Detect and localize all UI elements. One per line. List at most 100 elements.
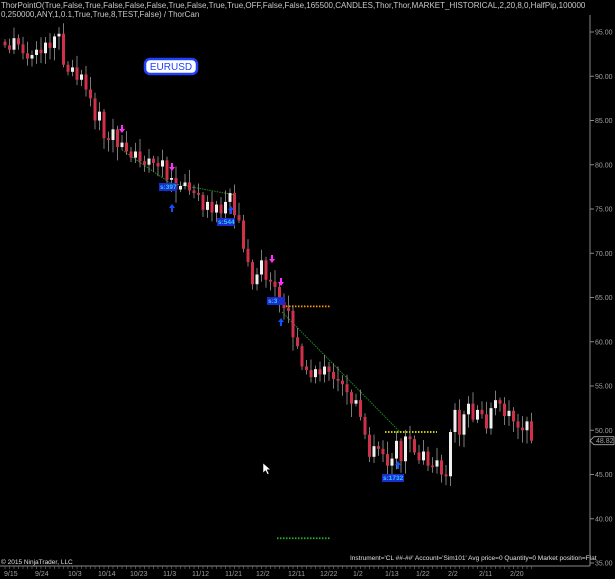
- candle: [323, 355, 326, 383]
- mouse-cursor-icon: [262, 462, 272, 475]
- candle: [368, 427, 371, 463]
- candle-body: [404, 436, 407, 462]
- candle: [152, 155, 155, 172]
- candle-body: [165, 160, 169, 180]
- candle: [300, 343, 304, 371]
- candle-body: [111, 129, 115, 140]
- candle-body: [336, 378, 340, 381]
- candle: [440, 454, 443, 483]
- candle-body: [26, 53, 29, 59]
- candle: [354, 393, 358, 407]
- signal-label: s:3: [267, 297, 285, 305]
- sell-arrow-icon: [119, 125, 125, 133]
- candle: [17, 34, 20, 50]
- y-tick-label: 95.00: [595, 30, 613, 37]
- candle-body: [462, 414, 466, 435]
- candle-body: [516, 421, 520, 428]
- candle: [66, 61, 70, 76]
- candle-body: [93, 98, 97, 121]
- candle: [98, 102, 101, 131]
- candle: [332, 363, 335, 389]
- candle-body: [179, 185, 182, 190]
- candle: [377, 441, 380, 456]
- candle-body: [530, 421, 533, 441]
- candle-body: [12, 38, 16, 50]
- candle-body: [233, 193, 236, 216]
- candle-body: [300, 346, 304, 367]
- candle-body: [291, 310, 295, 338]
- candle: [417, 444, 421, 464]
- candle-body: [147, 158, 151, 165]
- copyright: © 2015 NinjaTrader, LLC: [1, 558, 73, 566]
- candle-body: [395, 440, 398, 459]
- candle-body: [296, 337, 299, 347]
- candle: [507, 400, 511, 426]
- candle: [197, 183, 200, 202]
- y-tick-label: 70.00: [595, 251, 613, 258]
- candle-body: [318, 369, 322, 375]
- signal-label-text: s:397: [160, 184, 177, 191]
- candle: [327, 361, 331, 381]
- candle: [120, 135, 124, 150]
- candle-body: [381, 448, 385, 455]
- candle: [93, 92, 97, 130]
- instrument-badge[interactable]: EURUSD: [143, 57, 199, 76]
- candle: [269, 272, 272, 291]
- candle: [314, 365, 317, 384]
- candle: [318, 361, 322, 382]
- candle: [138, 138, 142, 168]
- candle: [161, 149, 164, 178]
- candle-body: [39, 49, 43, 54]
- candle-body: [156, 162, 160, 167]
- y-tick-label: 65.00: [595, 295, 613, 302]
- signal-label-bg: [267, 297, 285, 305]
- candle-body: [21, 44, 25, 54]
- candle: [21, 36, 25, 60]
- candle: [102, 108, 106, 149]
- candle: [494, 390, 497, 416]
- y-tick-label: 45.00: [595, 472, 613, 479]
- signals: s:397 s:544 s:3 s:1732: [119, 125, 404, 482]
- candle: [116, 125, 119, 161]
- candle-body: [251, 262, 254, 285]
- signal-label: s:1732: [382, 474, 404, 482]
- y-tick-label: 35.00: [595, 561, 613, 568]
- trendline: [121, 149, 171, 184]
- candle-body: [84, 74, 88, 90]
- x-tick-label: 2/20: [510, 571, 524, 578]
- candle-body: [8, 45, 11, 50]
- candle-body: [350, 392, 353, 404]
- candle: [516, 413, 520, 440]
- candle: [3, 39, 7, 48]
- candle: [408, 425, 412, 453]
- candle: [395, 431, 398, 470]
- candle: [210, 191, 214, 222]
- candle-body: [255, 274, 259, 285]
- candle: [39, 37, 43, 63]
- candle-body: [498, 400, 502, 404]
- candle-body: [188, 182, 191, 191]
- candle: [156, 156, 160, 177]
- candle-body: [120, 142, 124, 148]
- x-tick-label: 2/11: [479, 571, 492, 578]
- candle: [57, 27, 61, 50]
- candle-body: [66, 64, 70, 72]
- candle: [530, 412, 533, 444]
- candle: [206, 195, 209, 218]
- candle: [188, 169, 191, 195]
- candle-body: [75, 67, 79, 80]
- candle-body: [170, 178, 173, 180]
- candle-body: [368, 434, 371, 457]
- y-tick-label: 90.00: [595, 74, 613, 81]
- candle: [489, 402, 493, 435]
- candle-body: [399, 440, 403, 462]
- y-tick-label: 80.00: [595, 162, 613, 169]
- candle-body: [17, 38, 20, 45]
- signal-label-bg: [382, 474, 404, 482]
- axes: 95.00 90.00 85.00 80.00 75.00 70.00 65.00 60.00…: [0, 15, 615, 578]
- candle: [8, 38, 11, 54]
- candle: [273, 270, 277, 297]
- candle: [147, 149, 151, 173]
- candle: [305, 359, 308, 375]
